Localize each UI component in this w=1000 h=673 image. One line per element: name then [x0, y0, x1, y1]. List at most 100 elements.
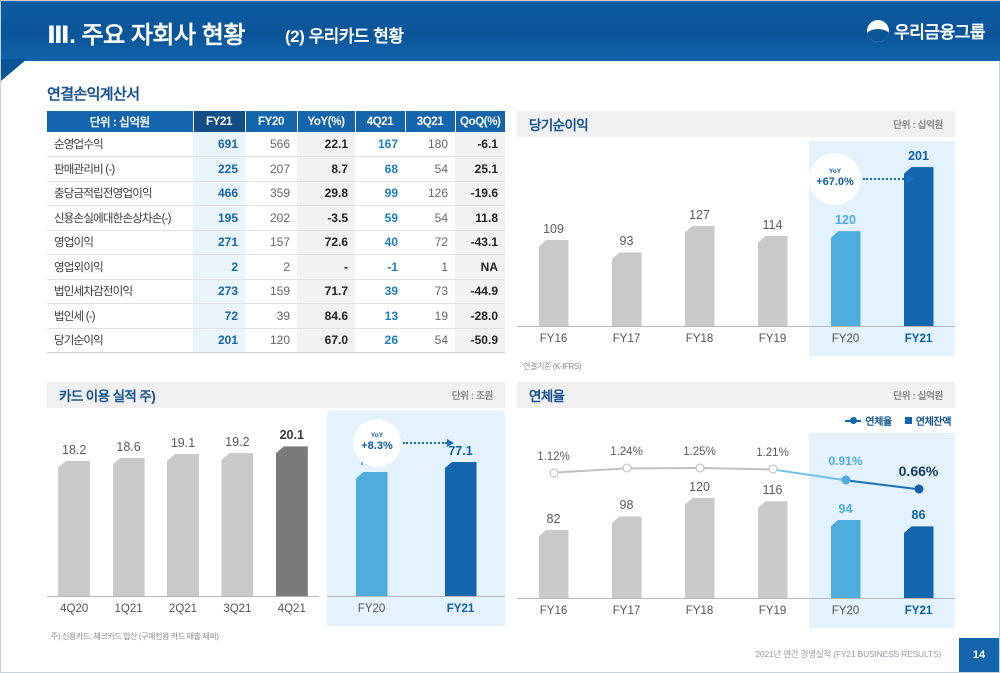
yoy-badge: YoY +8.3% [353, 419, 401, 467]
row-label: 신용손실에대한손상차손(-) [47, 205, 193, 231]
axis-baseline [47, 596, 319, 597]
header-corner-accent [1, 59, 27, 81]
delinquency-chart: 82 FY16 98 FY17 120 FY18 116 FY19 94 FY20 86 FY21 1.… [517, 433, 955, 628]
cell-qoq: -6.1 [455, 132, 505, 157]
x-tick-4Q21: 4Q21 [277, 603, 306, 615]
rate-label-FY19: 1.21% [756, 447, 789, 460]
bar-FY18 [684, 225, 715, 326]
card-usage-unit: 단위 : 조원 [451, 391, 494, 402]
cell-qoq: NA [455, 254, 505, 280]
bar-FY21 [903, 526, 934, 598]
yoy-badge-value: +8.3% [361, 439, 393, 452]
cell-fy21: 271 [193, 230, 245, 255]
square-marker-icon [904, 417, 912, 424]
cell-fy21: 273 [193, 279, 245, 304]
yoy-arrow-icon [403, 439, 454, 447]
page-title: Ⅲ. 주요 자회사 현황 [47, 22, 245, 49]
x-tick-FY18: FY18 [685, 333, 714, 345]
yoy-badge-value: +67.0% [816, 175, 854, 188]
cell-fy21: 72 [193, 303, 245, 329]
cell-q3_21: 1 [405, 254, 455, 280]
bar-FY20 [830, 519, 861, 598]
cell-q4_21: 26 [355, 328, 405, 353]
col-unit: 단위 : 십억원 [47, 111, 194, 132]
x-tick-FY17: FY17 [612, 333, 641, 345]
cell-qoq: 25.1 [455, 156, 505, 182]
cell-q3_21: 54 [405, 328, 455, 353]
x-tick-2Q21: 2Q21 [168, 603, 198, 615]
delinquency-rate-line [553, 467, 919, 491]
cell-fy20: 359 [245, 181, 297, 206]
rate-label-FY17: 1.24% [610, 446, 643, 459]
x-tick-FY17: FY17 [612, 605, 641, 617]
bar-1Q21 [112, 457, 145, 596]
x-tick-FY18: FY18 [685, 605, 714, 617]
x-tick-FY16: FY16 [539, 333, 568, 345]
cell-fy20: 207 [245, 156, 297, 182]
wori-mark-icon [867, 19, 890, 42]
x-tick-FY20: FY20 [831, 605, 860, 617]
bar-value-FY20: 94 [838, 501, 853, 516]
bar-value-FY21: 86 [911, 508, 926, 523]
cell-fy21: 466 [193, 181, 245, 206]
cell-qoq: -43.1 [455, 230, 505, 255]
cell-fy21: 2 [193, 254, 245, 280]
card-usage-panel-header: 카드 이용 실적 주) 단위 : 조원 [47, 382, 505, 408]
rate-point-FY18 [695, 463, 704, 473]
row-label: 판매관리비 (-) [47, 156, 193, 182]
bar-value-4Q20: 18.2 [62, 442, 87, 457]
cell-q4_21: -1 [355, 254, 405, 280]
x-tick-FY20: FY20 [831, 333, 860, 345]
page-subtitle: (2) 우리카드 현황 [285, 27, 404, 46]
table-row: 법인세 (-) 72 39 84.6 13 19 -28.0 [47, 303, 505, 329]
x-tick-FY21: FY21 [904, 605, 933, 617]
bar-FY19 [757, 501, 788, 598]
cell-q4_21: 167 [355, 132, 405, 157]
cell-yoy: 8.7 [297, 156, 355, 182]
col-fy21: FY21 [193, 111, 246, 132]
bar-value-FY16: 82 [546, 511, 561, 526]
cell-q3_21: 72 [405, 230, 455, 255]
col-3q21: 3Q21 [405, 111, 456, 132]
legend-item-rate: 연체율 [845, 413, 892, 428]
cell-q4_21: 40 [355, 230, 405, 255]
yoy-badge-label: YoY [370, 432, 384, 440]
col-qoq: QoQ(%) [455, 111, 505, 132]
table-row: 충당금적립전영업이익 466 359 29.8 99 126 -19.6 [47, 181, 505, 206]
cell-q3_21: 54 [405, 205, 455, 231]
x-tick-FY21: FY21 [446, 603, 475, 615]
cell-fy20: 157 [245, 230, 297, 255]
cell-q3_21: 180 [405, 132, 455, 157]
rate-label-FY21: 0.66% [898, 463, 939, 480]
cell-yoy: 84.6 [297, 303, 355, 329]
cell-q4_21: 59 [355, 205, 405, 231]
legend-item-balance: 연체잔액 [904, 413, 951, 428]
net-income-panel-header: 당기순이익 단위 : 십억원 [517, 111, 955, 137]
bar-value-FY20: 120 [835, 213, 856, 228]
rate-label-FY20: 0.91% [828, 454, 863, 469]
x-tick-FY19: FY19 [758, 333, 787, 345]
cell-yoy: 29.8 [297, 181, 355, 206]
delinquency-panel-header: 연체율 단위 : 십억원 [517, 382, 955, 408]
x-tick-3Q21: 3Q21 [223, 603, 252, 615]
cell-fy21: 201 [193, 328, 245, 353]
table-row: 신용손실에대한손상차손(-) 195 202 -3.5 59 54 11.8 [47, 205, 505, 231]
cell-qoq: -50.9 [455, 328, 505, 353]
cell-fy20: 120 [245, 328, 297, 353]
rate-label-FY18: 1.25% [683, 446, 716, 458]
bar-value-3Q21: 19.2 [225, 435, 250, 450]
cell-qoq: 11.8 [455, 205, 505, 231]
bar-2Q21 [167, 453, 199, 596]
cell-fy20: 39 [245, 303, 297, 329]
row-label: 영업이익 [47, 230, 193, 255]
line-marker-icon [845, 416, 862, 424]
table-row: 판매관리비 (-) 225 207 8.7 68 54 25.1 [47, 156, 505, 182]
bar-3Q21 [221, 453, 254, 596]
row-label: 당기순이익 [47, 328, 193, 353]
cell-qoq: -19.6 [455, 181, 505, 206]
bar-FY19 [757, 235, 788, 326]
bar-FY21 [444, 461, 477, 596]
net-income-footnote: · 연결기준 (K-IFRS) [519, 362, 582, 371]
bar-value-FY21: 201 [908, 149, 929, 164]
